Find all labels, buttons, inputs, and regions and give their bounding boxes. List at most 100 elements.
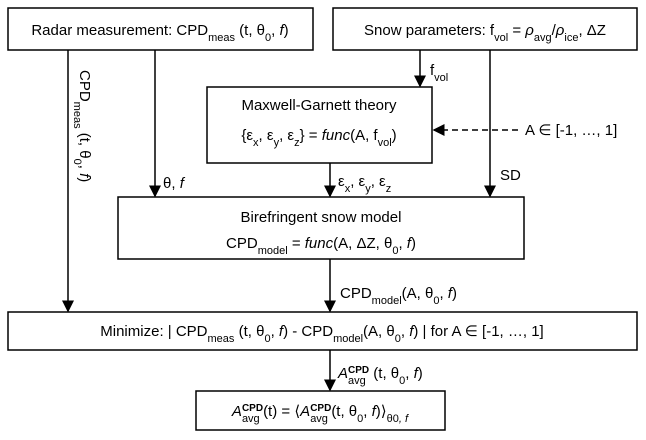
text-part: ε xyxy=(338,173,345,190)
text-part: vol xyxy=(378,137,392,149)
edge-label: CPDmeas (t, θ0, f) xyxy=(71,70,93,182)
text-part: A xyxy=(231,403,242,420)
text-part: Radar measurement: CPD xyxy=(31,22,208,39)
text-part: θ, xyxy=(163,175,180,192)
text-part: f xyxy=(76,173,93,179)
edge-label: ACPD avg (t, θ0, f) xyxy=(337,365,423,388)
node-label: CPDmodel = func(A, ΔZ, θ0, f) xyxy=(226,235,416,257)
text-part: ) xyxy=(452,285,457,302)
text-part: vol xyxy=(434,72,448,84)
text-part: z xyxy=(386,183,392,195)
text-part: avg xyxy=(348,375,366,387)
text-part: = xyxy=(288,235,305,252)
text-part: ) xyxy=(284,22,289,39)
box xyxy=(117,196,525,260)
text-part: (A, θ xyxy=(402,285,434,302)
text-part: y xyxy=(365,183,371,195)
text-part: 0 xyxy=(264,333,270,345)
text-part: , xyxy=(76,165,93,173)
text-part: model xyxy=(258,245,288,257)
text-part: f xyxy=(448,285,454,302)
text-part: CPD xyxy=(76,70,93,102)
text-part: x xyxy=(345,183,351,195)
text-part: , xyxy=(398,235,406,252)
text-part: SD xyxy=(500,167,521,184)
text-part: avg xyxy=(310,413,328,425)
text-part: 0 xyxy=(399,375,405,387)
text-part: ) xyxy=(418,365,423,382)
text-part: , ε xyxy=(350,173,365,190)
text-part: 0 xyxy=(395,333,401,345)
text-part: CPD xyxy=(242,403,263,414)
text-part: CPD xyxy=(340,285,372,302)
text-part: ) - CPD xyxy=(283,323,333,340)
text-part: (t) = ⟨ xyxy=(263,403,300,420)
text-part: CPD xyxy=(348,365,369,376)
text-part: Birefringent snow model xyxy=(241,209,402,226)
text-part: f xyxy=(430,62,435,79)
text-part: z xyxy=(294,137,300,149)
text-part: A xyxy=(337,365,348,382)
text-part: , xyxy=(271,22,279,39)
text-part: avg xyxy=(242,413,260,425)
text-part: , xyxy=(363,403,371,420)
text-part: Minimize: | CPD xyxy=(100,323,207,340)
node-label: ACPD avg (t) = ⟨ACPD avg (t, θ0, f)⟩θ0, f xyxy=(231,403,409,426)
edge-label: fvol xyxy=(430,62,448,84)
node-label: Birefringent snow model xyxy=(241,209,402,226)
text-part: (A, f xyxy=(350,127,378,144)
text-part: f xyxy=(407,235,413,252)
text-part: 0 xyxy=(433,295,439,307)
text-part: (t, θ xyxy=(331,403,357,420)
text-part: CPD xyxy=(310,403,331,414)
text-part: (A, θ xyxy=(363,323,395,340)
text-part: , ε xyxy=(259,127,274,144)
text-part: , ΔZ xyxy=(578,22,606,39)
edge-label: A ∈ [-1, …, 1] xyxy=(525,122,617,139)
text-part: (t, θ xyxy=(369,365,399,382)
text-part: meas xyxy=(208,333,235,345)
text-part: 0 xyxy=(357,413,363,425)
text-part: meas xyxy=(208,32,235,44)
text-part: , ε xyxy=(279,127,294,144)
text-part: model xyxy=(333,333,363,345)
edge-label: CPDmodel(A, θ0, f) xyxy=(340,285,457,307)
text-part: = xyxy=(508,22,525,39)
text-part: , xyxy=(271,323,279,340)
edge-label: SD xyxy=(500,167,521,184)
text-part: θ xyxy=(387,413,393,425)
node-label: Maxwell-Garnett theory xyxy=(241,97,397,114)
box xyxy=(195,390,446,431)
text-part: model xyxy=(372,295,402,307)
text-part: meas xyxy=(71,102,83,129)
box xyxy=(332,7,638,51)
box xyxy=(7,311,638,351)
text-part: func xyxy=(322,127,351,144)
text-part: } = xyxy=(300,127,322,144)
text-part: (t, θ xyxy=(235,22,265,39)
edge-label: εx, εy, εz xyxy=(338,173,391,195)
text-part: ρ xyxy=(555,22,565,39)
text-part: {ε xyxy=(241,127,253,144)
text-part: f xyxy=(279,323,285,340)
text-part: )⟩ xyxy=(376,403,387,420)
text-part: x xyxy=(253,137,259,149)
text-part: ) xyxy=(392,127,397,144)
text-part: , f xyxy=(399,413,409,425)
text-part: 0 xyxy=(393,413,399,425)
node-label: Snow parameters: fvol = ρavg/ρice, ΔZ xyxy=(364,22,606,44)
text-part: func xyxy=(305,235,334,252)
text-part: 0 xyxy=(71,159,83,165)
text-part: ) xyxy=(76,177,93,182)
node-label: {εx, εy, εz} = func(A, fvol) xyxy=(241,127,396,149)
text-part: ) xyxy=(411,235,416,252)
box xyxy=(206,86,433,164)
text-part: (t, θ xyxy=(234,323,264,340)
text-part: vol xyxy=(494,32,508,44)
text-part: / xyxy=(552,22,557,39)
text-part: (t, θ xyxy=(76,129,93,159)
text-part: avg xyxy=(534,32,552,44)
text-part: A xyxy=(299,403,310,420)
text-part: , ε xyxy=(371,173,386,190)
text-part: ρ xyxy=(524,22,534,39)
